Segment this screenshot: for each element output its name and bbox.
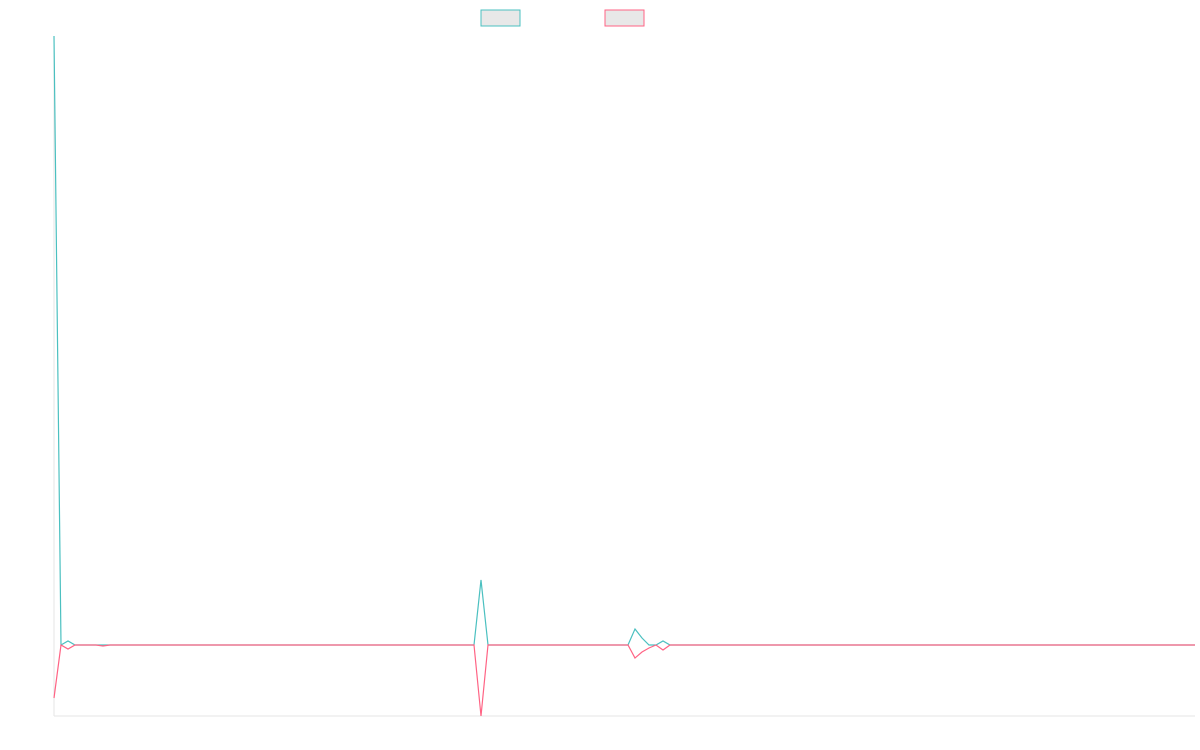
data-line: [53, 35, 1195, 647]
legend-swatch: [480, 9, 521, 27]
data-line: [53, 644, 1195, 717]
legend: [480, 9, 645, 27]
legend-swatch: [604, 9, 645, 27]
